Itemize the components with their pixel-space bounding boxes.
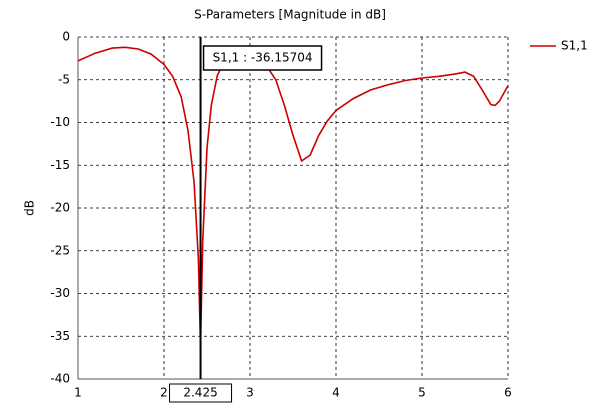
marker-label-box bbox=[202, 45, 323, 71]
x-tick-label: 1 bbox=[74, 386, 82, 400]
marker-x-box bbox=[169, 383, 233, 403]
x-tick-label: 5 bbox=[418, 386, 426, 400]
y-tick-label: -10 bbox=[50, 115, 70, 129]
marker-label: S1,1 : -36.15704 bbox=[213, 51, 313, 65]
y-tick-label: -25 bbox=[50, 243, 70, 257]
y-tick-label: -40 bbox=[50, 372, 70, 386]
x-tick-label: 2 bbox=[160, 386, 168, 400]
chart-title: S-Parameters [Magnitude in dB] bbox=[194, 8, 386, 22]
x-tick-label: 6 bbox=[504, 386, 512, 400]
y-tick-label: -30 bbox=[50, 286, 70, 300]
data-line bbox=[77, 46, 509, 347]
y-tick-label: -5 bbox=[58, 72, 70, 86]
y-tick-label: -15 bbox=[50, 158, 70, 172]
x-tick-label: 3 bbox=[246, 386, 254, 400]
x-tick-label: 4 bbox=[332, 386, 340, 400]
legend-label: S1,1 bbox=[561, 39, 588, 53]
y-tick-label: -20 bbox=[50, 201, 70, 215]
y-tick-label: 0 bbox=[62, 30, 70, 44]
y-axis-label: dB bbox=[23, 200, 37, 216]
y-tick-label: -35 bbox=[50, 329, 70, 343]
marker-x-label: 2.425 bbox=[183, 386, 217, 400]
